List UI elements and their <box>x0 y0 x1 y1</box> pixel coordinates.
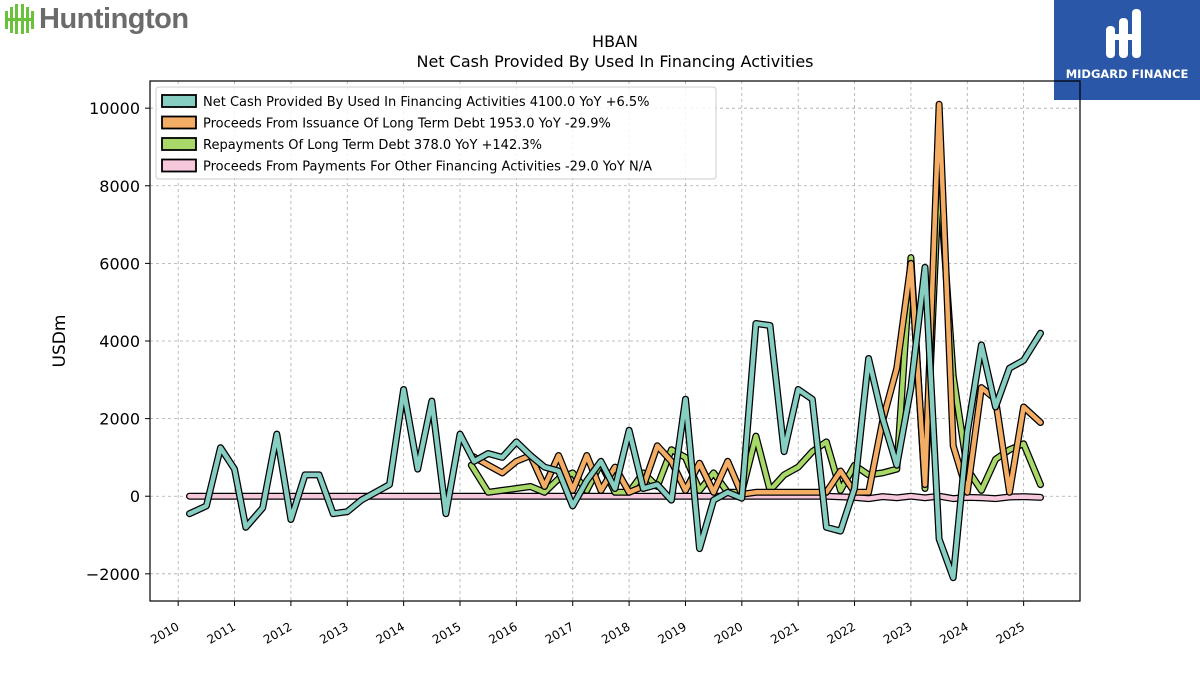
x-tick-label: 2018 <box>599 619 632 646</box>
midgard-m-icon <box>1106 9 1141 58</box>
x-tick-label: 2019 <box>656 619 689 646</box>
legend-box <box>155 86 717 180</box>
y-tick-label: −2000 <box>86 565 140 584</box>
huntington-bars-icon <box>5 4 34 34</box>
legend-swatch-repayments <box>161 137 197 151</box>
midgard-finance-logo: MIDGARD FINANCE <box>1054 0 1200 100</box>
series-line-other <box>187 493 1043 501</box>
chart-title: HBAN <box>592 32 638 51</box>
x-tick-label: 2015 <box>430 619 463 646</box>
y-tick-label: 2000 <box>99 410 140 429</box>
midgard-logo-text: MIDGARD FINANCE <box>1065 67 1189 81</box>
legend-swatch-other <box>161 158 197 173</box>
x-tick-label: 2024 <box>937 619 970 646</box>
legend-label-repayments: Repayments Of Long Term Debt 378.0 YoY +… <box>203 138 542 153</box>
series-line-net_cash <box>187 265 1043 580</box>
series-lines <box>186 100 1044 582</box>
y-tick-label: 8000 <box>99 177 140 196</box>
huntington-logo-text: Huntington <box>39 2 189 35</box>
legend-label-net_cash: Net Cash Provided By Used In Financing A… <box>203 95 650 110</box>
x-tick-label: 2011 <box>205 619 238 646</box>
y-axis-label: USDm <box>50 315 70 368</box>
x-tick-label: 2016 <box>486 619 519 646</box>
x-tick-label: 2025 <box>994 619 1027 646</box>
legend: Net Cash Provided By Used In Financing A… <box>155 86 717 180</box>
x-tick-label: 2021 <box>768 619 801 646</box>
y-tick-label: 6000 <box>99 254 140 273</box>
legend-swatch-issuance <box>161 115 197 130</box>
y-tick-label: 0 <box>130 487 140 506</box>
huntington-logo: Huntington <box>4 2 189 36</box>
x-tick-label: 2013 <box>317 619 350 646</box>
y-tick-label: 4000 <box>99 332 140 351</box>
y-axis: −2000 0 2000 4000 6000 8000 10000 <box>86 99 150 584</box>
x-tick-label: 2012 <box>261 619 294 646</box>
legend-label-other: Proceeds From Payments For Other Financi… <box>203 160 652 175</box>
x-tick-label: 2014 <box>374 619 407 646</box>
legend-swatch-net_cash <box>161 94 197 108</box>
x-tick-label: 2020 <box>712 619 745 646</box>
x-tick-label: 2010 <box>148 619 181 646</box>
x-tick-label: 2022 <box>825 619 858 646</box>
x-axis: 2010 2011 2012 2013 2014 2015 2016 2017 2018 2019… <box>148 601 1027 647</box>
x-tick-label: 2017 <box>543 619 576 646</box>
y-tick-label: 10000 <box>89 99 140 118</box>
x-tick-label: 2023 <box>881 619 914 646</box>
series-line-issuance <box>469 102 1043 497</box>
chart-subtitle: Net Cash Provided By Used In Financing A… <box>416 52 813 71</box>
legend-label-issuance: Proceeds From Issuance Of Long Term Debt… <box>203 117 611 132</box>
